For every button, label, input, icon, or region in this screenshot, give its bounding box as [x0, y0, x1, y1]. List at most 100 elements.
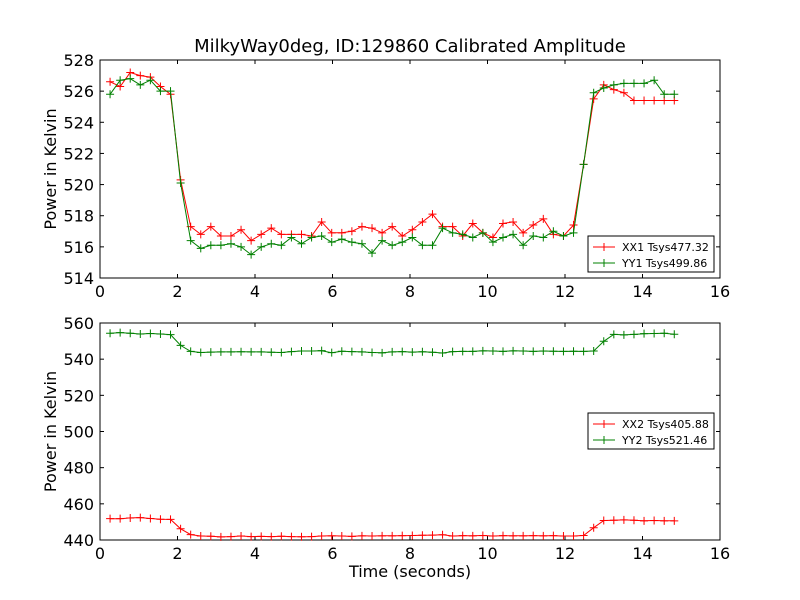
data-point: [176, 524, 185, 533]
data-point: [297, 239, 306, 248]
data-point: [589, 88, 598, 97]
x-tick-label: 12: [555, 282, 575, 301]
x-tick-label: 8: [405, 282, 415, 301]
data-point: [357, 222, 366, 231]
data-point: [357, 347, 366, 356]
data-point: [569, 347, 578, 356]
data-point: [368, 532, 377, 541]
x-tick-label: 14: [632, 544, 652, 563]
data-point: [599, 84, 608, 93]
data-point: [569, 228, 578, 237]
data-point: [670, 90, 679, 99]
data-point: [206, 532, 215, 541]
y-tick-label: 518: [63, 207, 94, 226]
legend-box: [587, 412, 715, 450]
data-point: [116, 328, 125, 337]
data-point: [166, 330, 175, 339]
data-point: [559, 532, 568, 541]
data-point: [216, 231, 225, 240]
y-tick-label: 440: [63, 531, 94, 550]
data-point: [579, 160, 588, 169]
series-1: [106, 513, 679, 541]
data-point: [529, 531, 538, 540]
data-point: [650, 96, 659, 105]
data-point: [428, 241, 437, 250]
data-point: [116, 514, 125, 523]
data-point: [619, 88, 628, 97]
data-point: [509, 531, 518, 540]
data-point: [126, 74, 135, 83]
y-tick-label: 520: [63, 386, 94, 405]
data-point: [106, 514, 115, 523]
data-point: [529, 221, 538, 230]
data-point: [327, 228, 336, 237]
data-point: [277, 348, 286, 357]
data-point: [297, 230, 306, 239]
data-point: [458, 531, 467, 540]
data-point: [357, 239, 366, 248]
data-point: [458, 230, 467, 239]
data-point: [257, 242, 266, 251]
data-point: [428, 210, 437, 219]
data-point: [529, 347, 538, 356]
data-point: [136, 80, 145, 89]
data-point: [206, 222, 215, 231]
data-point: [559, 347, 568, 356]
data-point: [519, 347, 528, 356]
x-tick-label: 16: [710, 544, 730, 563]
data-point: [670, 516, 679, 525]
data-point: [136, 71, 145, 80]
data-point: [287, 233, 296, 242]
data-point: [267, 532, 276, 541]
data-point: [206, 348, 215, 357]
data-point: [156, 330, 165, 339]
data-point: [196, 348, 205, 357]
y-tick-label: 500: [63, 423, 94, 442]
data-point: [196, 532, 205, 541]
data-point: [247, 347, 256, 356]
data-point: [599, 337, 608, 346]
data-point: [368, 348, 377, 357]
data-point: [176, 341, 185, 350]
data-point: [468, 347, 477, 356]
x-tick-label: 14: [632, 282, 652, 301]
x-tick-label: 2: [172, 282, 182, 301]
x-tick-label: 4: [250, 282, 260, 301]
data-point: [226, 239, 235, 248]
data-point: [509, 217, 518, 226]
y-axis-label: Power in Kelvin: [41, 371, 60, 492]
data-point: [509, 346, 518, 355]
x-tick-label: 2: [172, 544, 182, 563]
data-point: [337, 347, 346, 356]
data-point: [226, 347, 235, 356]
data-point: [287, 532, 296, 541]
data-point: [458, 347, 467, 356]
data-point: [448, 532, 457, 541]
data-point: [327, 348, 336, 357]
data-point: [408, 225, 417, 234]
y-tick-label: 460: [63, 495, 94, 514]
data-point: [609, 80, 618, 89]
data-point: [226, 532, 235, 541]
y-tick-label: 540: [63, 350, 94, 369]
data-point: [126, 513, 135, 522]
data-point: [277, 241, 286, 250]
data-point: [438, 349, 447, 358]
data-point: [569, 532, 578, 541]
data-point: [237, 532, 246, 541]
data-point: [136, 330, 145, 339]
data-point: [237, 347, 246, 356]
data-point: [398, 347, 407, 356]
data-point: [378, 348, 387, 357]
data-point: [468, 531, 477, 540]
data-point: [599, 516, 608, 525]
data-point: [488, 532, 497, 541]
data-point: [196, 244, 205, 253]
data-point: [418, 217, 427, 226]
data-point: [629, 96, 638, 105]
y-tick-label: 526: [63, 82, 94, 101]
data-point: [307, 347, 316, 356]
data-point: [307, 532, 316, 541]
data-point: [247, 532, 256, 541]
